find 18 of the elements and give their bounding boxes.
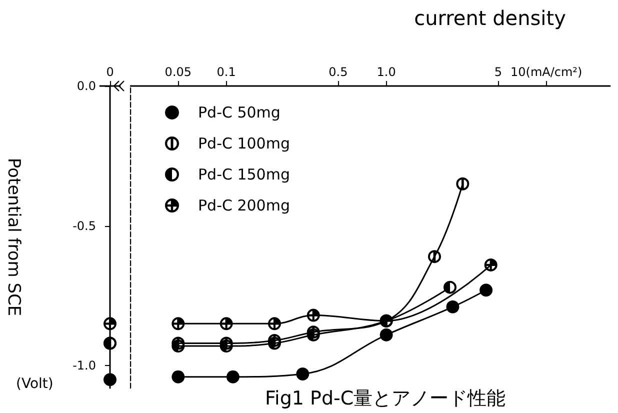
y-tick-label: -1.0	[72, 358, 96, 373]
x-tick-label: 5	[494, 65, 502, 79]
text: Fig1 Pd-C量とアノード性能	[265, 388, 506, 410]
x-tick-label: 0.05	[164, 65, 192, 79]
text: (Volt)	[16, 376, 54, 392]
x-tick-label: 0	[106, 65, 114, 79]
y-tick-label: 0.0	[76, 79, 96, 93]
legend-label: Pd-C 100mg	[198, 134, 290, 152]
x-tick-label: 10(mA/cm²)	[510, 65, 582, 79]
x-tick-label: 0.5	[328, 65, 348, 79]
legend-label: Pd-C 150mg	[198, 166, 290, 184]
x-tick-label: 0.1	[216, 65, 236, 79]
x-axis-title: current density	[414, 6, 566, 30]
legend-label: Pd-C 200mg	[198, 196, 290, 214]
x-tick-label: 1.0	[376, 65, 396, 79]
y-tick-label: -0.5	[72, 218, 96, 233]
y-axis-title: Potential from SCE	[4, 158, 24, 316]
legend-label: Pd-C 50mg	[198, 104, 280, 122]
